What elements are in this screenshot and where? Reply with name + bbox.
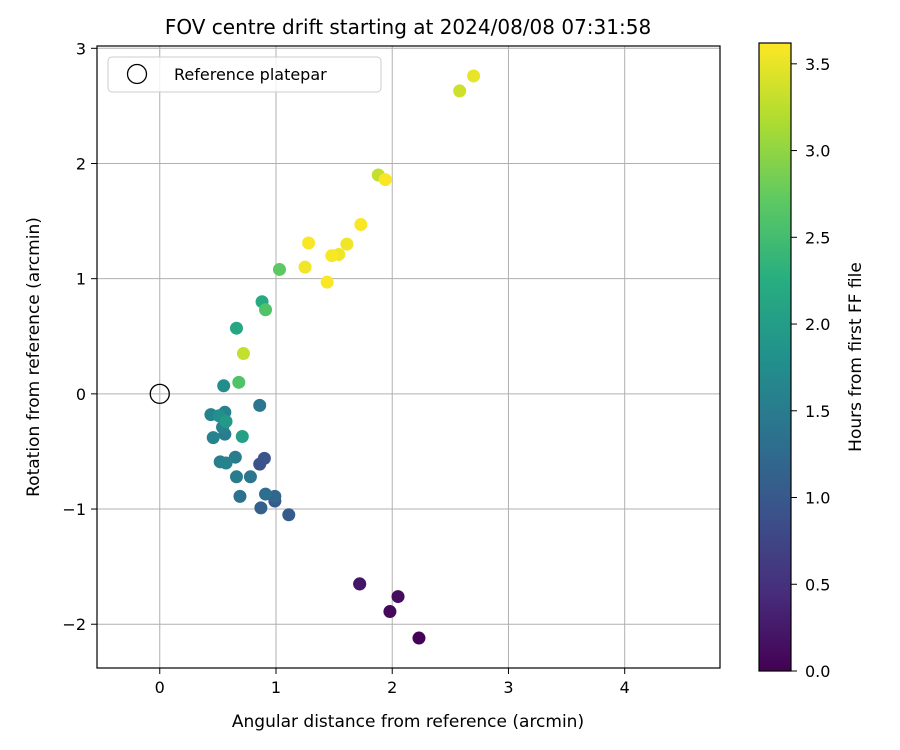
data-point — [383, 605, 397, 619]
colorbar-tick-label: 3.5 — [805, 55, 830, 74]
y-axis: −2 −1 0 1 2 3 — [62, 39, 97, 634]
data-point — [219, 456, 233, 470]
colorbar-tick-label: 2.0 — [805, 315, 830, 334]
data-point — [228, 450, 242, 464]
colorbar-label: Hours from first FF file — [846, 262, 866, 452]
data-point — [206, 431, 220, 445]
data-point — [253, 398, 267, 412]
reference-layer — [149, 383, 170, 405]
colorbar-tick-label: 0.5 — [805, 575, 830, 594]
y-tick-label: −1 — [62, 500, 86, 519]
colorbar-ticks: 0.0 0.5 1.0 1.5 2.0 2.5 3.0 3.5 — [791, 55, 830, 681]
data-point — [217, 379, 231, 393]
colorbar-tick-label: 1.0 — [805, 489, 830, 508]
data-point — [412, 631, 426, 645]
x-tick-label: 2 — [387, 678, 397, 697]
data-point — [378, 173, 392, 187]
data-point — [353, 577, 367, 591]
data-point — [254, 501, 268, 515]
legend: Reference platepar — [107, 56, 382, 93]
data-point — [467, 69, 481, 83]
legend-entry: Reference platepar — [174, 65, 327, 84]
data-point — [233, 489, 247, 503]
y-tick-label: 0 — [76, 385, 86, 404]
data-point — [229, 321, 243, 335]
data-point — [272, 262, 286, 276]
colorbar — [758, 42, 792, 672]
data-point — [243, 470, 257, 484]
data-points — [204, 69, 481, 645]
chart-title: FOV centre drift starting at 2024/08/08 … — [165, 15, 651, 39]
colorbar-tick-label: 2.5 — [805, 228, 830, 247]
y-axis-label: Rotation from reference (arcmin) — [24, 217, 44, 497]
data-point — [282, 508, 296, 522]
data-point — [259, 303, 273, 317]
data-point — [236, 347, 250, 361]
y-tick-label: 2 — [76, 154, 86, 173]
y-tick-label: 3 — [76, 39, 86, 58]
x-axis-label: Angular distance from reference (arcmin) — [232, 712, 584, 732]
data-point — [340, 237, 354, 251]
data-point — [235, 429, 249, 443]
x-tick-label: 3 — [503, 678, 513, 697]
colorbar-tick-label: 1.5 — [805, 402, 830, 421]
data-point — [219, 415, 233, 429]
y-tick-label: 1 — [76, 270, 86, 289]
data-point — [302, 236, 316, 250]
legend-reference-marker — [126, 63, 148, 85]
data-point — [320, 275, 334, 289]
x-tick-label: 4 — [620, 678, 630, 697]
x-axis: 0 1 2 3 4 — [155, 668, 630, 697]
data-point — [354, 218, 368, 232]
y-tick-label: −2 — [62, 615, 86, 634]
colorbar-tick-label: 3.0 — [805, 142, 830, 161]
data-point — [257, 451, 271, 465]
x-tick-label: 1 — [271, 678, 281, 697]
data-point — [325, 249, 339, 263]
reference-platepar-marker — [149, 383, 170, 405]
data-point — [259, 487, 273, 501]
x-tick-label: 0 — [155, 678, 165, 697]
legend-box — [107, 56, 382, 93]
data-point — [232, 375, 246, 389]
data-point — [391, 590, 405, 604]
data-point — [453, 84, 467, 98]
plot-frame — [96, 45, 721, 669]
data-point — [298, 260, 312, 274]
colorbar-tick-label: 0.0 — [805, 662, 830, 681]
grid — [97, 46, 720, 668]
data-point — [229, 470, 243, 484]
